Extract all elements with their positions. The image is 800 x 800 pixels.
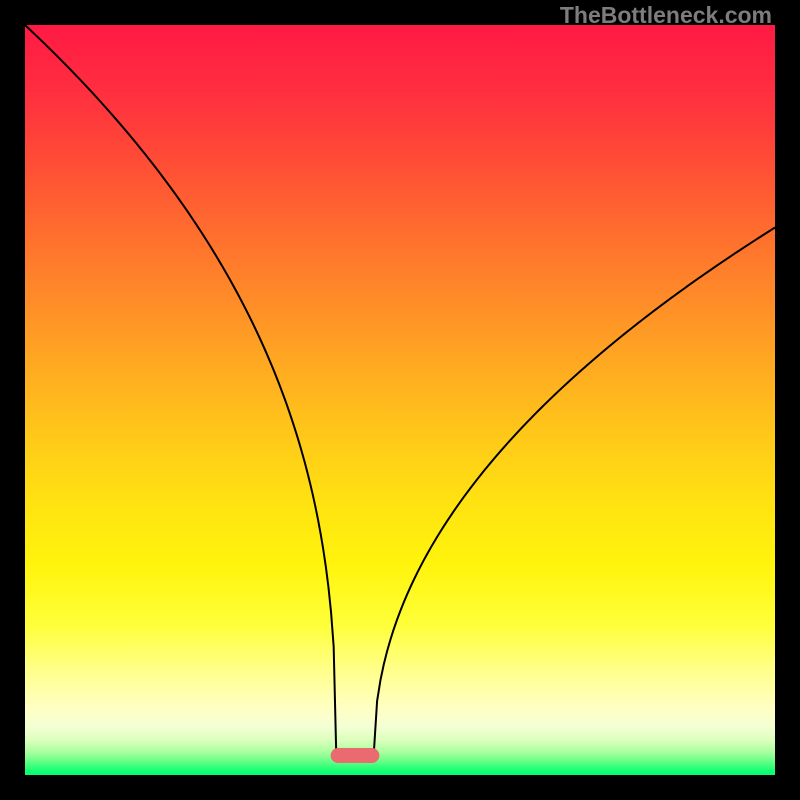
chart-background (25, 25, 775, 775)
bottleneck-curve-chart (25, 25, 775, 775)
watermark-text: TheBottleneck.com (560, 2, 772, 29)
chart-stage: TheBottleneck.com (0, 0, 800, 800)
optimal-point-marker (331, 748, 380, 763)
